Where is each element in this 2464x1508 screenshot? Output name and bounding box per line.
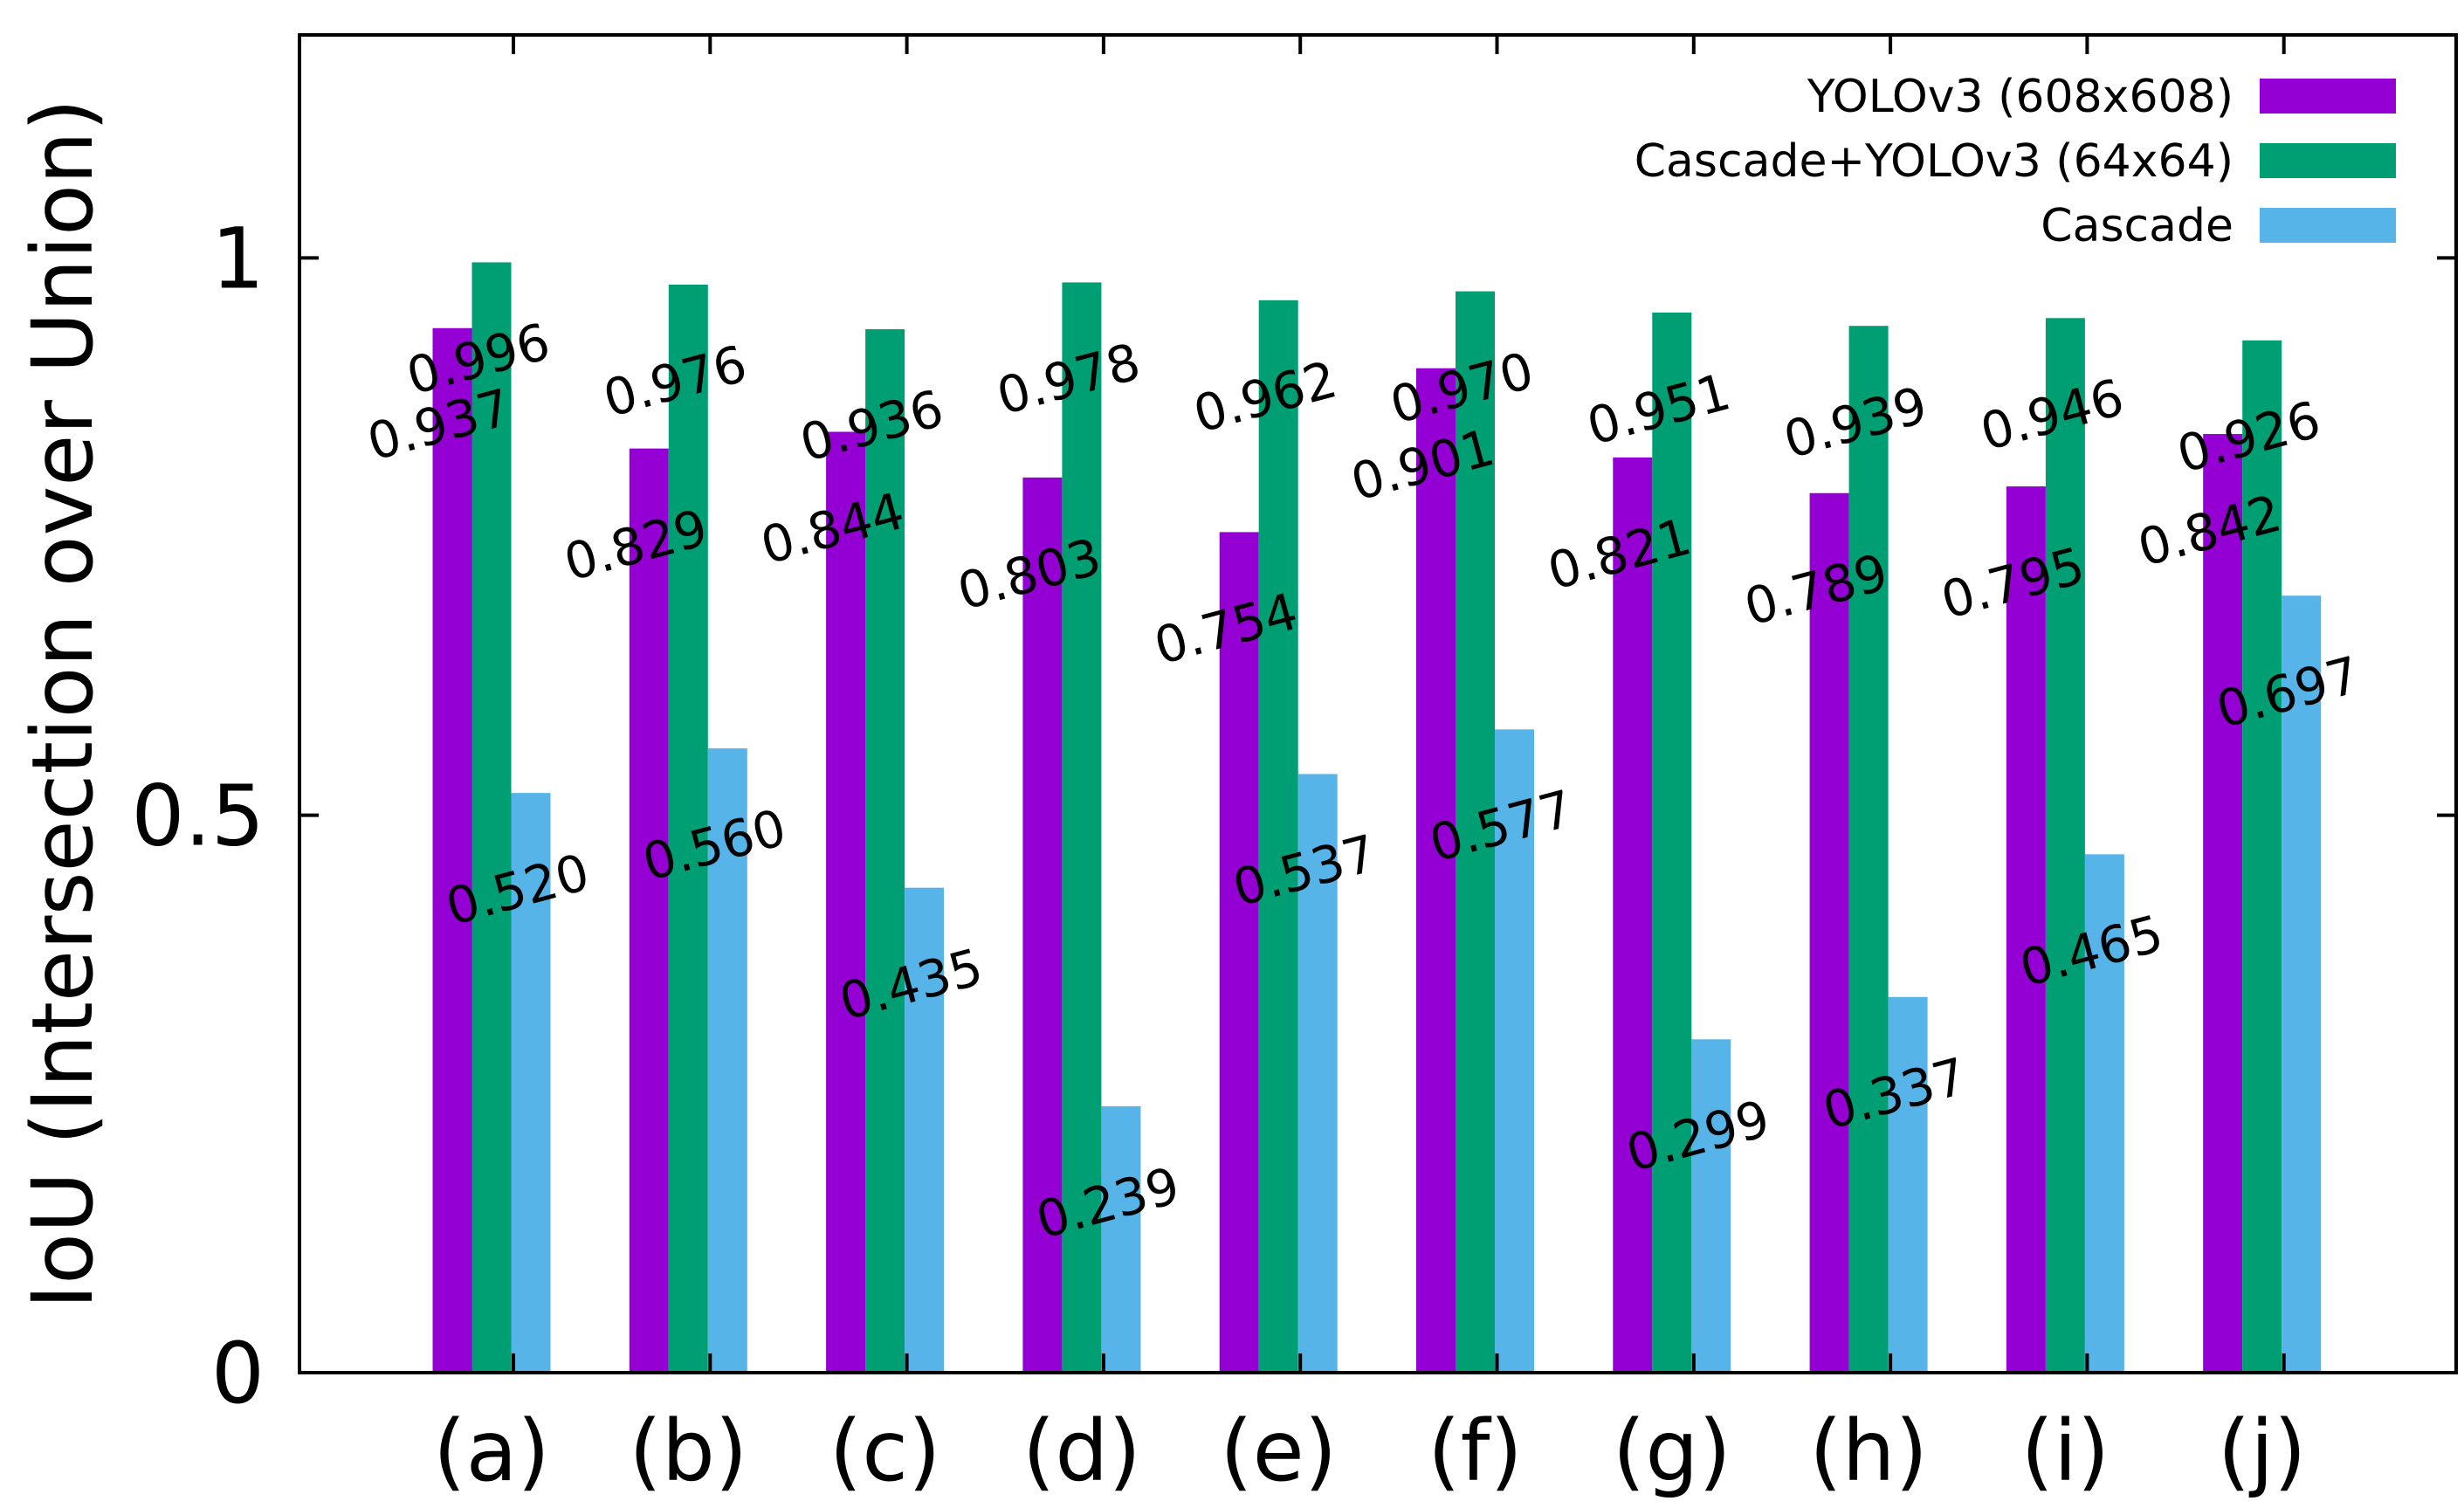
bar [1456,291,1495,1374]
bar [2006,486,2046,1373]
x-tick-label: (a) [433,1402,550,1500]
bar [905,887,945,1373]
y-axis: 00.51 [131,210,2456,1422]
legend-label: Cascade [2041,200,2233,252]
bar [2045,318,2085,1374]
bar [1297,774,1338,1373]
x-tick-label: (h) [1809,1402,1928,1500]
bar [1022,477,1063,1373]
x-tick-label: (e) [1220,1402,1337,1500]
x-tick-label: (b) [629,1402,747,1500]
bar [471,262,512,1374]
bar [511,793,551,1373]
legend-label: Cascade+YOLOv3 (64x64) [1635,135,2233,188]
legend-swatch [2260,143,2396,178]
legend-swatch [2260,208,2396,243]
legend: YOLOv3 (608x608) Cascade+YOLOv3 (64x64) Ca… [1635,71,2396,252]
y-tick-label: 1 [211,210,265,307]
y-tick-label: 0 [211,1325,265,1422]
legend-label: YOLOv3 (608x608) [1807,71,2233,123]
bar [1062,282,1102,1373]
bar [707,748,747,1373]
y-tick-label: 0.5 [131,768,265,865]
bar [826,431,866,1373]
bar [432,327,472,1374]
bar [2242,340,2282,1374]
x-tick-label: (g) [1613,1402,1731,1500]
bar [629,448,669,1373]
x-tick-label: (f) [1428,1402,1523,1500]
bar [1416,368,1456,1373]
bar [1691,1039,1731,1373]
x-tick-label: (d) [1022,1402,1141,1500]
x-tick-label: (j) [2218,1402,2307,1500]
plot-frame [298,33,2458,1374]
bar [1258,300,1298,1373]
bar [668,284,708,1373]
bar [1809,492,1849,1373]
legend-swatch [2260,79,2396,114]
y-axis-label: IoU (Intersection over Union) [14,99,112,1309]
bar [1495,729,1534,1373]
bar [1219,532,1259,1373]
bar [1613,457,1653,1373]
x-tick-label: (i) [2021,1402,2110,1500]
bar [2203,434,2243,1374]
bar [1888,996,1928,1373]
bars-layer [432,262,2322,1374]
x-tick-label: (c) [829,1402,941,1500]
bar [1848,326,1889,1374]
bar [1652,312,1692,1373]
bar [865,329,905,1373]
x-axis: (a) (b) (c) (d) (e) (f) (g) (h) (i) (j) [433,35,2306,1500]
bar [1101,1105,1141,1373]
bar [2084,854,2124,1373]
bar [2282,596,2322,1373]
